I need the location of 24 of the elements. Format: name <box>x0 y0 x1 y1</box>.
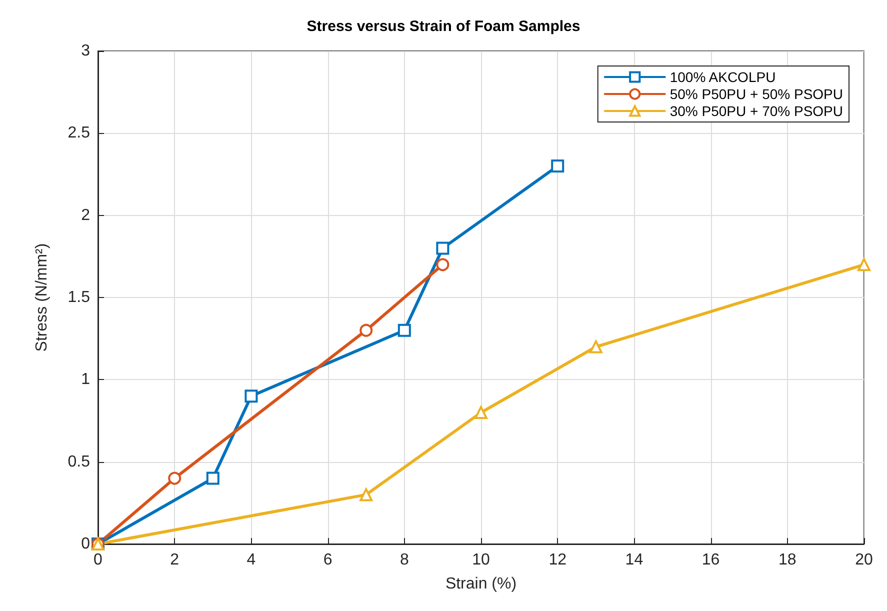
x-tick-label: 4 <box>246 552 256 568</box>
x-tick-label: 20 <box>855 552 873 568</box>
y-tick-label: 0 <box>81 536 90 552</box>
x-axis-title: Strain (%) <box>445 576 517 592</box>
y-tick-label: 0.5 <box>68 453 90 470</box>
legend-label: 100% AKCOLPU <box>670 69 776 85</box>
x-tick-label: 0 <box>94 552 103 568</box>
y-axis-title: Stress (N/mm²) <box>34 243 50 352</box>
y-tick-label: 1 <box>81 371 90 388</box>
x-tick-label: 14 <box>625 552 644 568</box>
x-tick-label: 2 <box>170 552 180 568</box>
y-tick-label: 3 <box>81 42 90 60</box>
x-tick-label: 10 <box>472 552 490 568</box>
legend-label: 50% P50PU + 50% PSOPU <box>670 86 844 102</box>
y-tick-label: 2 <box>81 206 90 224</box>
chart-title: Stress versus Strain of Foam Samples <box>306 18 580 35</box>
x-tick-label: 18 <box>778 552 796 568</box>
y-tick-label: 2.5 <box>68 124 90 142</box>
y-tick-label: 1.5 <box>68 289 90 306</box>
x-tick-label: 12 <box>548 552 567 568</box>
x-tick-label: 8 <box>400 552 409 568</box>
x-tick-label: 6 <box>323 552 332 568</box>
x-tick-label: 16 <box>702 552 720 568</box>
legend-label: 30% P50PU + 70% PSOPU <box>670 103 844 119</box>
